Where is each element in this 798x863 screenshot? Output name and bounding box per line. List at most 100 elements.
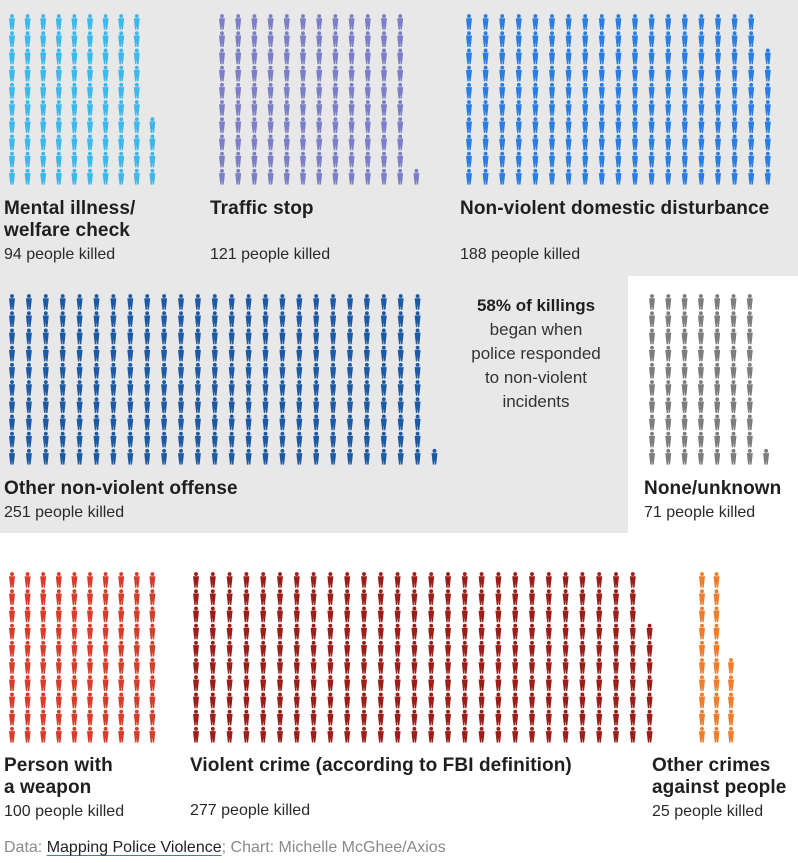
person-figure	[251, 14, 258, 30]
person-figure	[118, 134, 125, 151]
person-figure	[397, 134, 404, 151]
person-figure	[118, 117, 125, 133]
person-figure	[316, 82, 323, 99]
person-figure	[293, 675, 300, 691]
person-figure	[310, 675, 317, 691]
person-figure	[532, 31, 539, 47]
person-figure	[9, 31, 15, 47]
person-figure	[665, 431, 672, 448]
person-figure	[665, 65, 672, 82]
person-figure	[549, 168, 555, 185]
person-figure	[9, 380, 15, 396]
person-figure	[71, 589, 78, 605]
person-figure	[245, 311, 252, 327]
person-figure	[381, 31, 387, 47]
person-figure	[243, 709, 250, 726]
person-figure	[293, 692, 300, 709]
person-figure	[512, 709, 519, 726]
person-figure	[118, 675, 125, 691]
person-figure	[262, 294, 269, 310]
person-figure	[313, 431, 320, 448]
person-figure	[251, 65, 258, 82]
other-nonviolent-figures	[9, 294, 438, 465]
person-figure	[529, 675, 535, 691]
person-figure	[133, 726, 140, 743]
person-figure	[579, 589, 586, 605]
person-figure	[25, 311, 32, 327]
person-figure	[411, 658, 418, 674]
person-figure	[87, 572, 93, 588]
person-figure	[545, 606, 552, 623]
person-figure	[149, 151, 156, 168]
person-figure	[194, 414, 201, 431]
person-figure	[25, 380, 32, 396]
person-figure	[40, 82, 47, 99]
person-figure	[300, 48, 306, 65]
person-figure	[226, 709, 233, 726]
person-figure	[613, 606, 619, 623]
person-figure	[42, 448, 49, 465]
person-figure	[59, 431, 66, 448]
person-figure	[545, 692, 552, 709]
person-figure	[226, 606, 233, 623]
person-figure	[118, 606, 125, 623]
person-figure	[260, 606, 267, 623]
person-figure	[380, 328, 387, 345]
annotation-bold: 58% of killings	[476, 296, 596, 315]
person-figure	[161, 397, 168, 413]
person-figure	[613, 709, 619, 726]
person-figure	[344, 658, 351, 674]
person-figure	[629, 572, 636, 588]
person-figure	[665, 82, 672, 99]
person-figure	[529, 589, 535, 605]
person-figure	[149, 640, 156, 657]
person-figure	[730, 294, 737, 310]
person-figure	[478, 589, 485, 605]
person-figure	[665, 134, 672, 151]
person-figure	[267, 48, 274, 65]
person-figure	[161, 380, 168, 396]
source-link[interactable]: Mapping Police Violence	[46, 839, 222, 856]
person-figure	[428, 606, 435, 623]
person-figure	[348, 117, 355, 133]
person-figure	[512, 589, 519, 605]
person-figure	[461, 589, 468, 605]
person-figure	[377, 572, 384, 588]
person-figure	[283, 168, 290, 185]
person-figure	[648, 14, 655, 30]
person-figure	[193, 640, 199, 657]
person-figure	[59, 294, 66, 310]
person-figure	[25, 345, 32, 362]
person-figure	[293, 623, 300, 640]
person-figure	[40, 65, 47, 82]
person-figure	[394, 692, 401, 709]
person-figure	[149, 623, 156, 640]
person-figure	[545, 640, 552, 657]
person-figure	[144, 311, 151, 327]
person-figure	[764, 100, 771, 116]
person-figure	[133, 589, 140, 605]
person-figure	[713, 572, 720, 588]
person-figure	[235, 117, 242, 133]
person-figure	[118, 640, 125, 657]
person-figure	[665, 414, 672, 431]
person-figure	[149, 692, 156, 709]
person-figure	[219, 82, 225, 99]
person-figure	[55, 623, 62, 640]
person-figure	[377, 589, 384, 605]
person-figure	[428, 658, 435, 674]
person-figure	[277, 572, 283, 588]
person-figure	[699, 726, 705, 743]
person-figure	[529, 623, 535, 640]
person-figure	[133, 623, 140, 640]
person-figure	[87, 65, 93, 82]
person-figure	[394, 572, 401, 588]
person-figure	[55, 726, 62, 743]
person-figure	[313, 345, 320, 362]
violent-crime-figures	[193, 572, 653, 743]
person-figure	[211, 328, 218, 345]
person-figure	[209, 606, 216, 623]
person-figure	[397, 328, 404, 345]
person-figure	[715, 48, 721, 65]
person-figure	[461, 606, 468, 623]
